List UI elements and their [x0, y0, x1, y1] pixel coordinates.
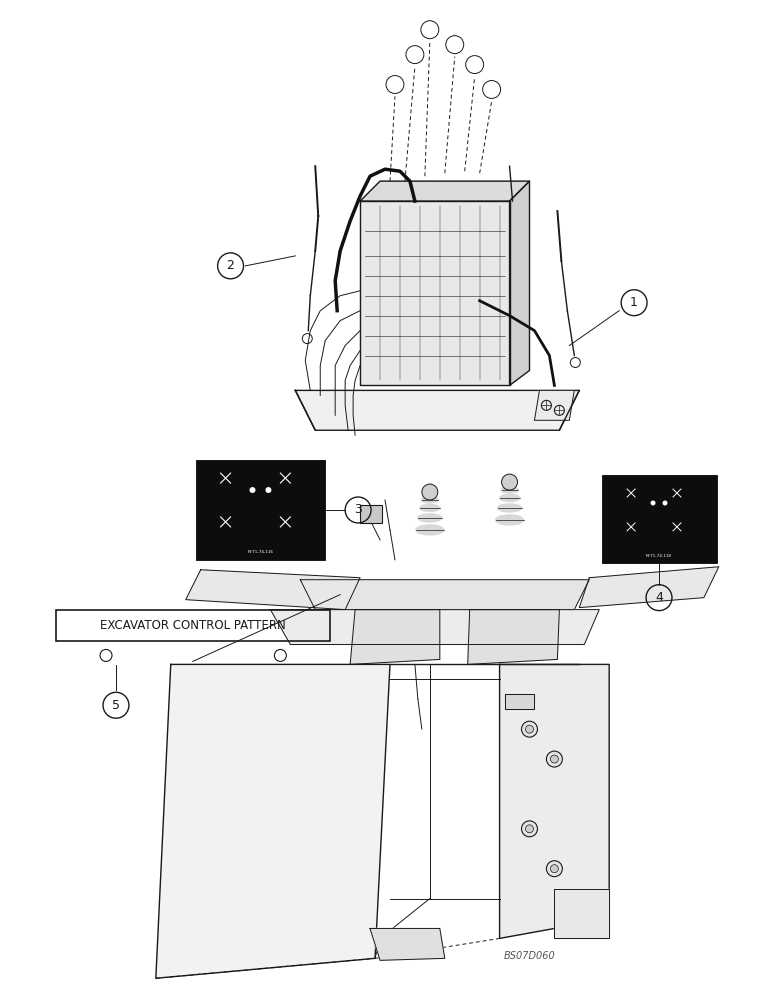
Text: 5: 5 [112, 699, 120, 712]
Bar [195, 460, 325, 560]
Circle shape [422, 484, 438, 500]
Ellipse shape [420, 504, 440, 511]
Polygon shape [505, 694, 534, 709]
Circle shape [266, 487, 272, 493]
Polygon shape [510, 181, 530, 385]
Text: 1: 1 [630, 296, 638, 309]
Polygon shape [360, 201, 510, 385]
Circle shape [547, 861, 562, 877]
Ellipse shape [416, 525, 444, 535]
Ellipse shape [499, 495, 520, 501]
Circle shape [662, 500, 668, 505]
Circle shape [502, 474, 517, 490]
Ellipse shape [418, 514, 442, 522]
Ellipse shape [422, 497, 438, 503]
Circle shape [526, 725, 533, 733]
Circle shape [522, 821, 537, 837]
Polygon shape [296, 390, 579, 430]
Ellipse shape [498, 504, 522, 512]
Bar [602, 475, 717, 563]
Polygon shape [499, 664, 609, 938]
Circle shape [550, 865, 558, 873]
Polygon shape [579, 567, 719, 608]
Text: 4: 4 [655, 591, 663, 604]
Polygon shape [468, 610, 560, 664]
Polygon shape [554, 889, 609, 938]
Circle shape [249, 487, 256, 493]
Polygon shape [186, 570, 360, 610]
Text: N°71-74-116: N°71-74-116 [248, 550, 273, 554]
Text: N°71-74-118: N°71-74-118 [646, 554, 672, 558]
Polygon shape [350, 610, 440, 664]
Circle shape [526, 825, 533, 833]
Polygon shape [270, 610, 599, 644]
Bar [360, 505, 382, 523]
Ellipse shape [501, 487, 518, 493]
Text: BS07D060: BS07D060 [503, 951, 555, 961]
Circle shape [651, 500, 655, 505]
Polygon shape [156, 664, 390, 978]
Polygon shape [360, 181, 530, 201]
Ellipse shape [496, 515, 523, 525]
Polygon shape [300, 580, 589, 610]
Circle shape [550, 755, 558, 763]
Text: 2: 2 [227, 259, 235, 272]
Text: 3: 3 [354, 503, 362, 516]
Circle shape [522, 721, 537, 737]
Bar [56, 610, 330, 641]
Text: EXCAVATOR CONTROL PATTERN: EXCAVATOR CONTROL PATTERN [100, 619, 286, 632]
Polygon shape [370, 928, 445, 960]
Circle shape [547, 751, 562, 767]
Polygon shape [534, 390, 574, 420]
